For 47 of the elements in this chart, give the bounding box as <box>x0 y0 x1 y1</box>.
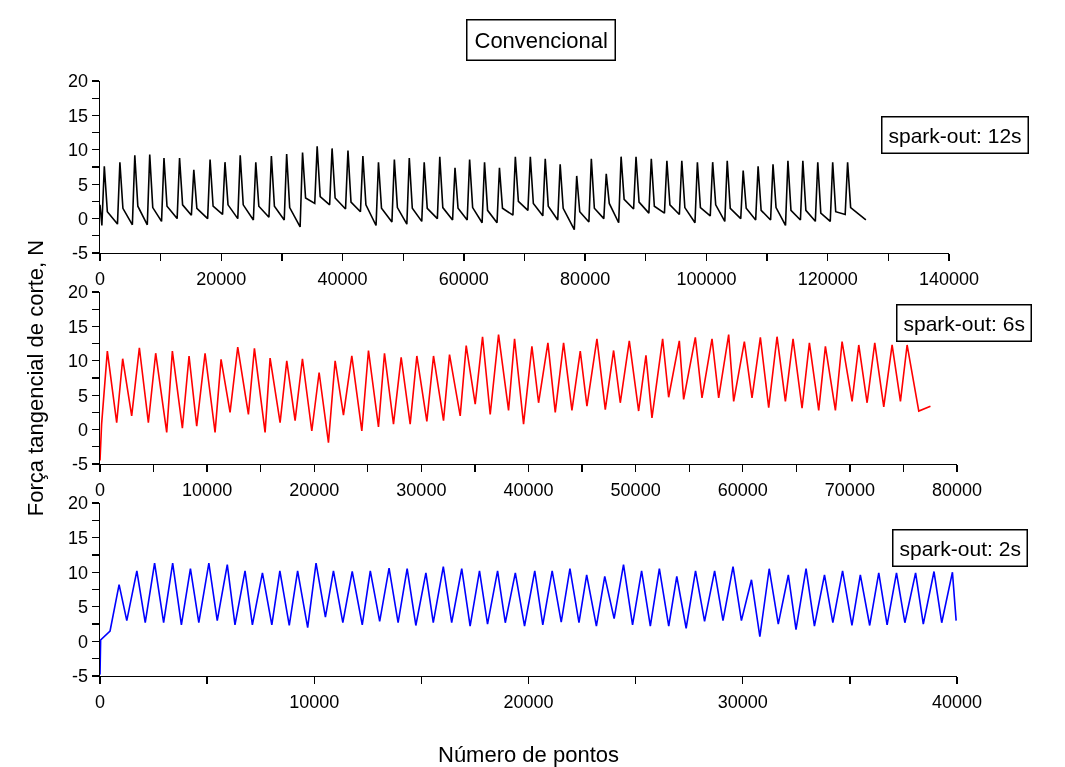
x-tick-label: 30000 <box>717 691 768 712</box>
x-tick-label: 100000 <box>676 268 737 289</box>
x-tick-label: 50000 <box>610 479 661 500</box>
x-tick-label: 80000 <box>560 268 611 289</box>
y-tick-label: 15 <box>68 105 89 126</box>
y-tick-label: 5 <box>78 385 89 406</box>
x-tick-label: 80000 <box>931 479 983 500</box>
x-tick-label: 20000 <box>503 691 554 712</box>
y-tick-label: 15 <box>68 316 89 337</box>
line-series <box>100 333 932 462</box>
y-tick-label: 0 <box>78 208 89 229</box>
annotation: spark-out: 12s <box>888 123 1022 147</box>
x-tick-label: 0 <box>94 268 106 289</box>
x-tick-label: 40000 <box>931 691 983 712</box>
x-tick-label: 70000 <box>824 479 875 500</box>
x-tick-label: 120000 <box>797 268 858 289</box>
y-tick-label: -5 <box>72 454 89 475</box>
y-tick-label: 0 <box>78 419 89 440</box>
y-tick-label: 10 <box>68 562 89 583</box>
x-tick-label: 30000 <box>396 479 447 500</box>
y-tick-label: 15 <box>68 527 89 548</box>
x-axis-title: Número de pontos <box>438 742 619 767</box>
y-tick-label: 5 <box>78 174 89 195</box>
x-tick-label: 60000 <box>717 479 768 500</box>
y-tick-label: -5 <box>72 243 89 264</box>
x-tick-label: 20000 <box>289 479 340 500</box>
x-tick-label: 0 <box>94 691 106 712</box>
y-tick-label: 0 <box>78 631 89 652</box>
y-tick-label: 20 <box>68 282 89 303</box>
x-tick-label: 20000 <box>196 268 247 289</box>
chart-title: Convencional <box>474 27 608 53</box>
y-tick-label: 10 <box>68 351 89 372</box>
x-tick-label: 10000 <box>182 479 233 500</box>
x-tick-label: 10000 <box>289 691 340 712</box>
y-tick-label: 20 <box>68 493 89 514</box>
x-tick-label: 40000 <box>503 479 554 500</box>
annotation: spark-out: 2s <box>899 536 1021 560</box>
y-tick-label: 5 <box>78 597 89 618</box>
y-tick-label: 10 <box>68 140 89 161</box>
y-tick-label: 20 <box>68 71 89 92</box>
x-tick-label: 0 <box>94 479 106 500</box>
x-tick-label: 140000 <box>918 268 980 289</box>
annotation: spark-out: 6s <box>903 311 1025 335</box>
x-tick-label: 60000 <box>438 268 489 289</box>
y-axis-title: Força tangencial de corte, N <box>23 239 49 517</box>
x-tick-label: 40000 <box>317 268 368 289</box>
y-tick-label: -5 <box>72 666 89 687</box>
